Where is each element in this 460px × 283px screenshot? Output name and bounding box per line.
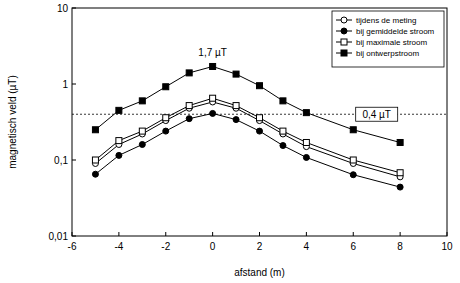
x-tick-label: 0 [210,241,216,252]
plot-frame [72,8,447,236]
y-tick-label: 1 [62,79,68,90]
x-tick [259,232,260,236]
legend-label: bij ontwerpstroom [356,49,419,58]
data-point [397,184,403,190]
series-line [95,113,400,187]
y-tick [72,8,76,9]
x-tick [165,232,166,236]
data-point [139,98,145,104]
data-point [233,117,239,123]
data-point [303,110,309,116]
data-point [186,116,192,122]
x-tick [400,232,401,236]
data-point [163,115,169,121]
series-line [95,66,400,142]
x-tick-label: 6 [350,241,356,252]
data-point [186,70,192,76]
data-point [350,127,356,133]
data-point [257,128,263,134]
data-point [116,138,122,144]
x-tick-label: 10 [441,241,453,252]
data-point [210,95,216,101]
data-point [233,71,239,77]
plot-area [72,63,447,190]
x-tick [118,232,119,236]
y-tick-label: 0,01 [49,231,69,242]
data-point [257,83,263,89]
data-point [350,172,356,178]
data-point [397,170,403,176]
series-line [95,98,400,173]
y-tick [72,84,76,85]
data-point [186,103,192,109]
x-tick-label: -2 [161,241,170,252]
chart: -6 -4 -2 0 2 4 6 8 10 0,01 0,1 1 10 afstand (m) magnet… [0,0,460,283]
legend-box [332,11,444,67]
data-point [210,63,216,69]
legend-marker [341,50,347,56]
data-point [350,157,356,163]
data-point [92,171,98,177]
data-point [92,127,98,133]
data-point [139,128,145,134]
x-tick [447,232,448,236]
x-tick-label: 8 [397,241,403,252]
x-tick [306,232,307,236]
legend-label: bij gemiddelde stroom [356,27,435,36]
legend-label: bij maximale stroom [356,38,427,47]
data-point [116,152,122,158]
y-tick-label: 0,1 [54,155,68,166]
x-tick [353,232,354,236]
legend-marker [341,17,347,23]
data-point [210,110,216,116]
data-point [303,139,309,145]
annotation: 0,4 µT [362,109,391,120]
legend-label: tijdens de meting [356,16,416,25]
annotation-box [356,107,398,121]
x-tick-label: 2 [257,241,263,252]
y-axis-label: magnetisch veld (µT) [7,75,18,169]
series-line [95,102,400,177]
data-point [139,141,145,147]
x-tick [212,232,213,236]
data-point [303,154,309,160]
data-point [257,115,263,121]
data-point [280,128,286,134]
data-point [397,139,403,145]
x-tick-label: 4 [304,241,310,252]
y-tick-label: 10 [57,3,69,14]
legend-marker [341,39,347,45]
data-point [116,107,122,113]
data-point [233,103,239,109]
data-point [280,143,286,149]
data-point [92,157,98,163]
x-tick [72,232,73,236]
data-point [280,98,286,104]
legend-marker [341,28,347,34]
x-axis-label: afstand (m) [234,267,285,278]
annotation: 1,7 µT [198,47,227,58]
data-point [163,128,169,134]
data-point [163,84,169,90]
y-tick [72,236,76,237]
legend: tijdens de meting bij gemiddelde stroom bi… [332,11,444,67]
x-tick-label: -6 [68,241,77,252]
y-tick [72,160,76,161]
x-tick-label: -4 [114,241,123,252]
